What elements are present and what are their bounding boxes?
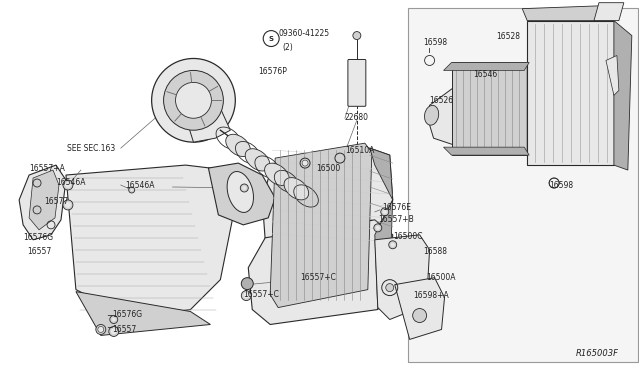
Polygon shape <box>375 235 429 320</box>
Circle shape <box>63 200 73 210</box>
Circle shape <box>386 283 394 292</box>
Text: 16588: 16588 <box>424 247 447 256</box>
Polygon shape <box>395 278 445 339</box>
Polygon shape <box>594 3 624 20</box>
Circle shape <box>241 278 253 290</box>
Circle shape <box>243 186 246 190</box>
Circle shape <box>383 210 387 214</box>
Circle shape <box>96 324 106 334</box>
Text: 16557: 16557 <box>112 325 136 334</box>
Ellipse shape <box>245 149 270 171</box>
Circle shape <box>374 224 382 232</box>
Circle shape <box>63 180 73 190</box>
FancyBboxPatch shape <box>348 60 366 106</box>
Polygon shape <box>184 105 230 142</box>
Polygon shape <box>29 170 59 230</box>
Text: SEE SEC.163: SEE SEC.163 <box>67 144 115 153</box>
Circle shape <box>243 293 249 299</box>
Text: 16500A: 16500A <box>427 273 456 282</box>
Text: 16598+A: 16598+A <box>413 291 449 300</box>
Text: 16576G: 16576G <box>112 310 142 319</box>
Polygon shape <box>444 147 529 155</box>
Text: 16557+C: 16557+C <box>300 273 336 282</box>
Circle shape <box>353 32 361 39</box>
Text: 22680: 22680 <box>345 113 369 122</box>
Circle shape <box>131 189 132 191</box>
Ellipse shape <box>424 105 438 125</box>
Text: ─: ─ <box>107 310 112 319</box>
Circle shape <box>388 241 397 249</box>
Polygon shape <box>19 165 66 240</box>
Polygon shape <box>375 200 393 310</box>
Circle shape <box>175 82 211 118</box>
Circle shape <box>111 328 116 334</box>
Circle shape <box>300 158 310 168</box>
Text: 16500C: 16500C <box>393 232 422 241</box>
Circle shape <box>98 327 104 333</box>
Text: 16546A: 16546A <box>56 177 86 186</box>
Circle shape <box>152 58 236 142</box>
Text: 16576P: 16576P <box>258 67 287 76</box>
Polygon shape <box>248 220 393 324</box>
Text: 16598: 16598 <box>549 180 573 189</box>
Circle shape <box>413 308 427 323</box>
Text: 16557+B: 16557+B <box>378 215 413 224</box>
Text: 16576G: 16576G <box>23 233 53 242</box>
Text: 16526: 16526 <box>429 96 454 105</box>
Bar <box>408 8 637 362</box>
Text: 16557+A: 16557+A <box>29 164 65 173</box>
Text: 16546: 16546 <box>474 70 498 79</box>
Polygon shape <box>614 20 632 170</box>
Ellipse shape <box>227 171 253 212</box>
Circle shape <box>302 160 308 166</box>
Circle shape <box>129 187 134 193</box>
Circle shape <box>109 327 119 336</box>
Circle shape <box>65 182 71 188</box>
Text: 16500: 16500 <box>316 164 340 173</box>
Text: 16577: 16577 <box>44 198 68 206</box>
Polygon shape <box>270 143 372 308</box>
Text: 16546A: 16546A <box>125 180 154 189</box>
Circle shape <box>391 243 395 247</box>
Text: 16528: 16528 <box>497 32 520 41</box>
Text: 16576E: 16576E <box>382 203 411 212</box>
Text: R165003F: R165003F <box>576 349 619 358</box>
Text: S: S <box>269 36 274 42</box>
Polygon shape <box>370 148 393 200</box>
Polygon shape <box>451 62 529 155</box>
Ellipse shape <box>264 163 289 185</box>
Circle shape <box>240 184 248 192</box>
Circle shape <box>110 315 118 324</box>
Polygon shape <box>66 165 236 318</box>
Text: ─: ─ <box>107 322 112 331</box>
Polygon shape <box>262 148 393 252</box>
Text: 09360-41225: 09360-41225 <box>278 29 330 38</box>
Text: (2): (2) <box>282 43 293 52</box>
Polygon shape <box>522 6 614 20</box>
Ellipse shape <box>284 177 308 200</box>
Polygon shape <box>209 163 275 225</box>
Ellipse shape <box>226 134 250 157</box>
Circle shape <box>112 318 116 321</box>
Polygon shape <box>76 292 211 336</box>
Text: 16557+C: 16557+C <box>243 290 279 299</box>
Circle shape <box>376 226 380 230</box>
Text: 16598: 16598 <box>424 38 448 47</box>
Polygon shape <box>428 89 472 145</box>
Polygon shape <box>527 20 614 165</box>
Circle shape <box>164 70 223 130</box>
Circle shape <box>381 208 388 216</box>
Polygon shape <box>444 62 529 70</box>
Circle shape <box>65 202 71 208</box>
Circle shape <box>241 291 252 301</box>
Polygon shape <box>606 55 619 95</box>
Text: 16557: 16557 <box>27 247 51 256</box>
Circle shape <box>335 153 345 163</box>
Text: 16510A: 16510A <box>345 145 374 155</box>
